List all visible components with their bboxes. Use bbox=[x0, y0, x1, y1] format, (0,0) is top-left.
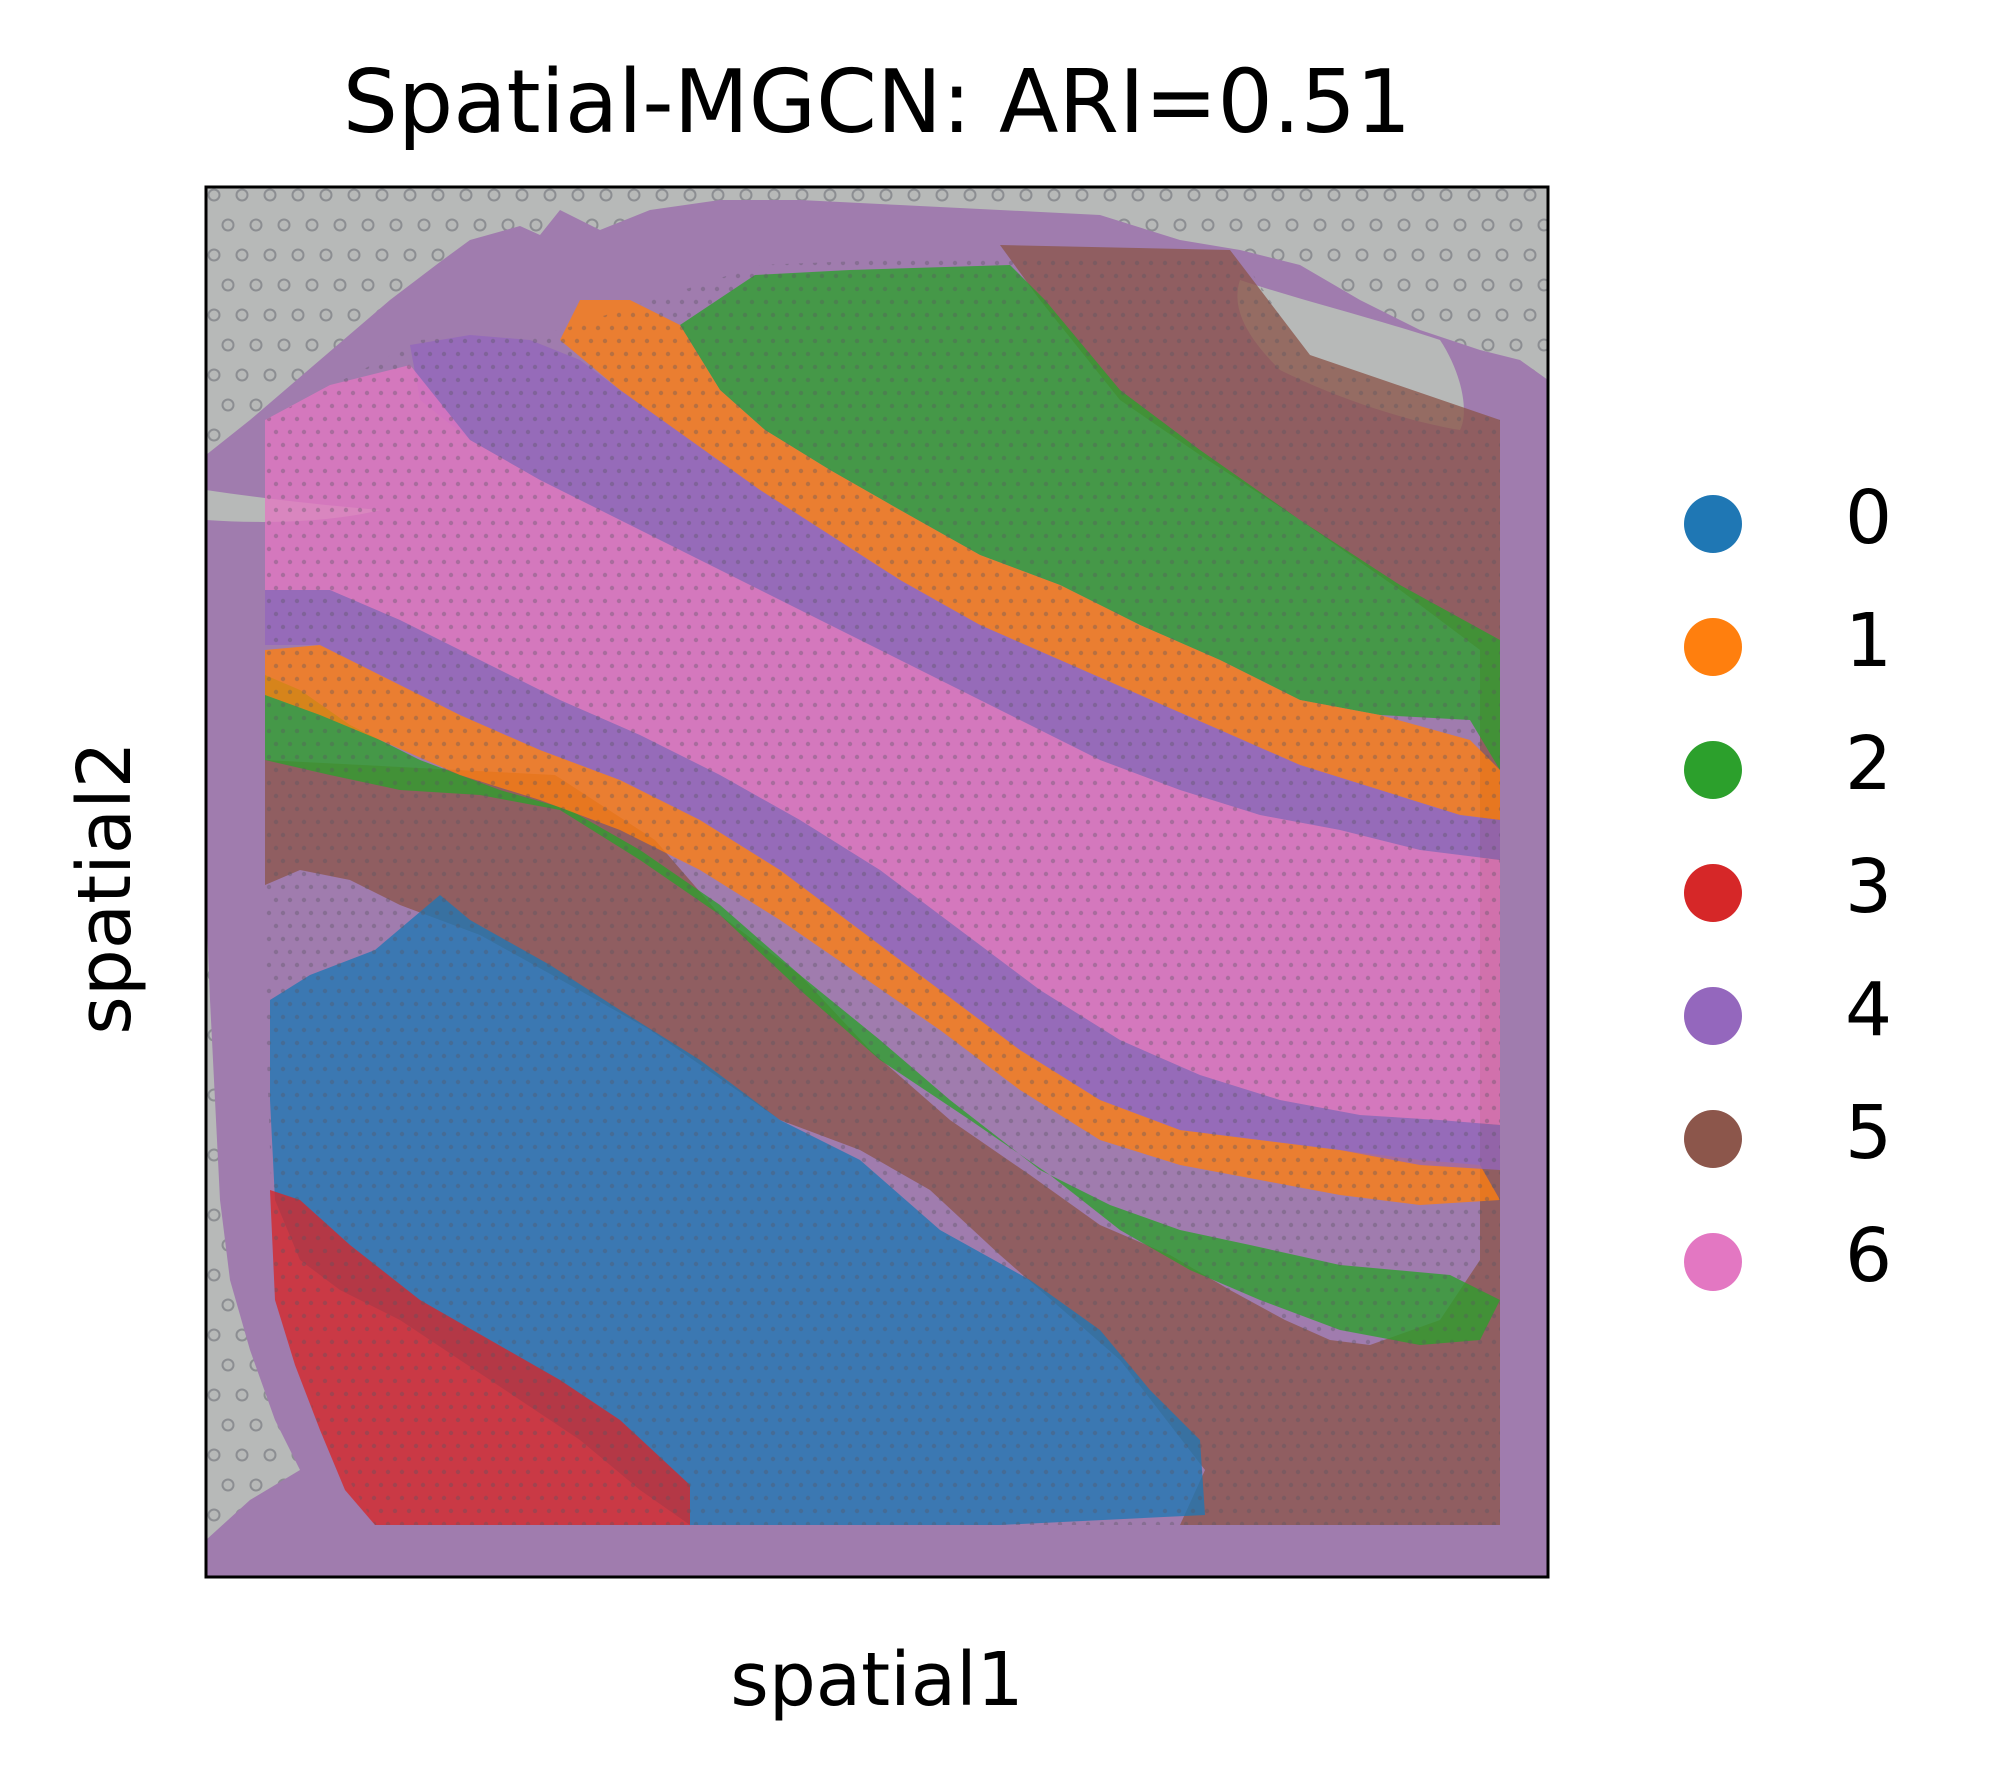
legend-marker-0 bbox=[1684, 495, 1742, 553]
legend: 0 1 2 3 4 5 6 bbox=[1660, 468, 1960, 1329]
cluster-region-2 bbox=[265, 675, 1500, 1345]
legend-item-1: 1 bbox=[1660, 591, 1960, 714]
cluster-region-1 bbox=[560, 300, 1500, 820]
cluster-region-5 bbox=[265, 245, 1500, 1525]
legend-label-4: 4 bbox=[1845, 967, 1893, 1053]
legend-item-2: 2 bbox=[1660, 714, 1960, 837]
legend-item-4: 4 bbox=[1660, 960, 1960, 1083]
cluster-region-4 bbox=[265, 590, 1500, 1170]
x-axis-label: spatial1 bbox=[730, 1637, 1024, 1723]
cluster-region-3 bbox=[270, 1190, 690, 1525]
cluster-region-4 bbox=[410, 335, 1500, 860]
cluster-region-1 bbox=[265, 645, 1500, 1205]
legend-marker-4 bbox=[1684, 987, 1742, 1045]
cluster-region-6 bbox=[265, 365, 1500, 1125]
legend-item-5: 5 bbox=[1660, 1083, 1960, 1206]
legend-item-6: 6 bbox=[1660, 1206, 1960, 1329]
legend-label-5: 5 bbox=[1845, 1090, 1893, 1176]
spot-lattice bbox=[266, 260, 1500, 1525]
legend-label-0: 0 bbox=[1845, 475, 1893, 561]
tissue-image bbox=[206, 187, 1548, 1577]
legend-label-2: 2 bbox=[1845, 721, 1893, 807]
axes-frame bbox=[204, 185, 1550, 1579]
y-axis-label: spatial2 bbox=[62, 741, 148, 1035]
legend-marker-6 bbox=[1684, 1233, 1742, 1291]
chart-title: Spatial-MGCN: ARI=0.51 bbox=[342, 51, 1412, 153]
legend-item-0: 0 bbox=[1660, 468, 1960, 591]
legend-marker-5 bbox=[1684, 1110, 1742, 1168]
legend-label-3: 3 bbox=[1845, 844, 1893, 930]
legend-marker-1 bbox=[1684, 618, 1742, 676]
cluster-region-2 bbox=[680, 265, 1500, 770]
legend-marker-2 bbox=[1684, 741, 1742, 799]
legend-marker-3 bbox=[1684, 864, 1742, 922]
legend-label-6: 6 bbox=[1845, 1213, 1893, 1299]
legend-label-1: 1 bbox=[1845, 598, 1893, 684]
legend-item-3: 3 bbox=[1660, 837, 1960, 960]
